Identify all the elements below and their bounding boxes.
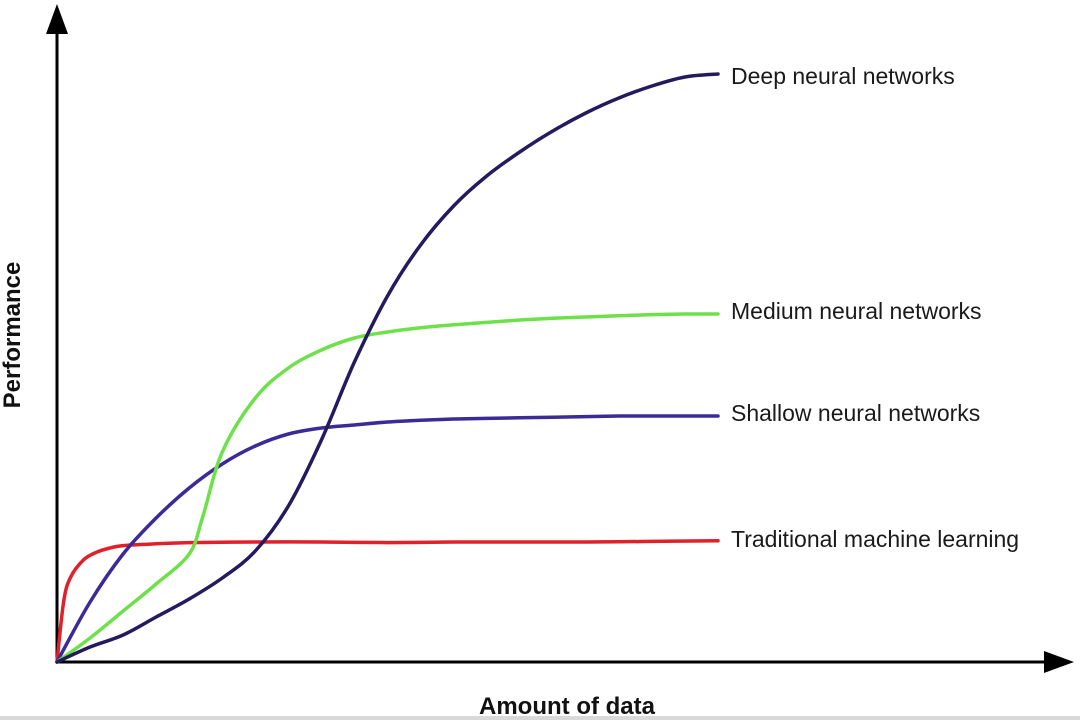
series-label-traditional-machine-learning: Traditional machine learning — [731, 526, 1019, 552]
series-label-shallow-neural-networks: Shallow neural networks — [731, 400, 980, 426]
series-line-traditional-machine-learning — [55, 539, 720, 664]
bottom-divider — [0, 716, 1080, 720]
series-line-medium-neural-networks — [55, 312, 720, 664]
series-label-group: Deep neural networks Medium neural networ… — [731, 63, 1019, 552]
series-group — [55, 72, 720, 664]
series-line-shallow-neural-networks — [55, 414, 720, 664]
series-label-medium-neural-networks: Medium neural networks — [731, 298, 982, 324]
x-axis-arrow-icon — [1044, 651, 1074, 673]
series-label-deep-neural-networks: Deep neural networks — [731, 63, 955, 89]
series-line-deep-neural-networks — [55, 72, 720, 664]
y-axis-title: Performance — [0, 262, 26, 409]
y-axis-arrow-icon — [46, 4, 68, 34]
x-axis-title: Amount of data — [479, 693, 656, 720]
